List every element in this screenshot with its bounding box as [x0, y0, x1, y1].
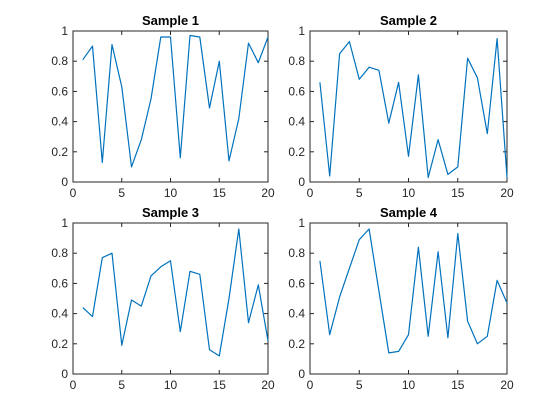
series-line [319, 228, 508, 354]
x-tick-label: 0 [70, 186, 77, 200]
x-tick-label: 15 [213, 186, 227, 200]
y-tick-label: 0 [61, 367, 68, 381]
x-tick-label: 0 [307, 378, 314, 392]
y-tick-label: 0.6 [51, 84, 68, 98]
x-tick-label: 0 [70, 378, 77, 392]
subplot-1: 0 5 10 15 20 0 0.2 0.4 0.6 0.8 1 Sample 1 [51, 13, 275, 200]
y-tick-label: 0.6 [288, 276, 305, 290]
subplot-3: 0 5 10 15 20 0 0.2 0.4 0.6 0.8 1 Sample 3 [51, 205, 275, 392]
x-tick-label: 5 [356, 186, 363, 200]
y-tick-label: 0.8 [51, 54, 68, 68]
y-tick-label: 0.2 [288, 337, 305, 351]
y-tick-label: 0.6 [51, 276, 68, 290]
subplot-title: Sample 3 [142, 205, 199, 220]
y-tick-label: 0.4 [51, 307, 68, 321]
y-tick-label: 0.8 [288, 246, 305, 260]
y-tick-label: 1 [298, 216, 305, 230]
axes-box [309, 222, 508, 375]
y-tick-label: 0.8 [51, 246, 68, 260]
x-tick-label: 10 [164, 378, 178, 392]
y-tick-label: 0.4 [51, 115, 68, 129]
y-tick-label: 0.6 [288, 84, 305, 98]
x-tick-label: 10 [402, 186, 416, 200]
series-line [82, 228, 269, 357]
y-tick-label: 0.4 [288, 115, 305, 129]
axes-box [72, 30, 269, 183]
y-tick-label: 0.2 [51, 337, 68, 351]
x-tick-label: 0 [307, 186, 314, 200]
x-tick-label: 20 [261, 378, 275, 392]
x-tick-label: 20 [261, 186, 275, 200]
y-tick-label: 1 [61, 216, 68, 230]
x-tick-label: 5 [118, 186, 125, 200]
x-tick-label: 10 [164, 186, 178, 200]
x-tick-label: 20 [500, 186, 514, 200]
y-tick-label: 0 [298, 175, 305, 189]
y-tick-label: 0.8 [288, 54, 305, 68]
y-tick-label: 1 [61, 24, 68, 38]
x-tick-label: 20 [500, 378, 514, 392]
y-tick-label: 1 [298, 24, 305, 38]
axes-box [72, 222, 269, 375]
y-tick-label: 0 [61, 175, 68, 189]
subplot-title: Sample 1 [142, 13, 199, 28]
x-tick-label: 15 [451, 378, 465, 392]
subplot-title: Sample 2 [380, 13, 437, 28]
x-tick-label: 5 [118, 378, 125, 392]
x-tick-label: 5 [356, 378, 363, 392]
y-tick-label: 0 [298, 367, 305, 381]
subplot-title: Sample 4 [380, 205, 438, 220]
y-tick-label: 0.2 [51, 145, 68, 159]
series-line [82, 34, 269, 168]
x-tick-label: 10 [402, 378, 416, 392]
x-tick-label: 15 [213, 378, 227, 392]
y-tick-label: 0.4 [288, 307, 305, 321]
subplot-2: 0 5 10 15 20 0 0.2 0.4 0.6 0.8 1 Sample 2 [288, 13, 514, 200]
y-tick-label: 0.2 [288, 145, 305, 159]
series-line [319, 37, 508, 179]
subplot-4: 0 5 10 15 20 0 0.2 0.4 0.6 0.8 1 Sample 4 [288, 205, 514, 392]
x-tick-label: 15 [451, 186, 465, 200]
